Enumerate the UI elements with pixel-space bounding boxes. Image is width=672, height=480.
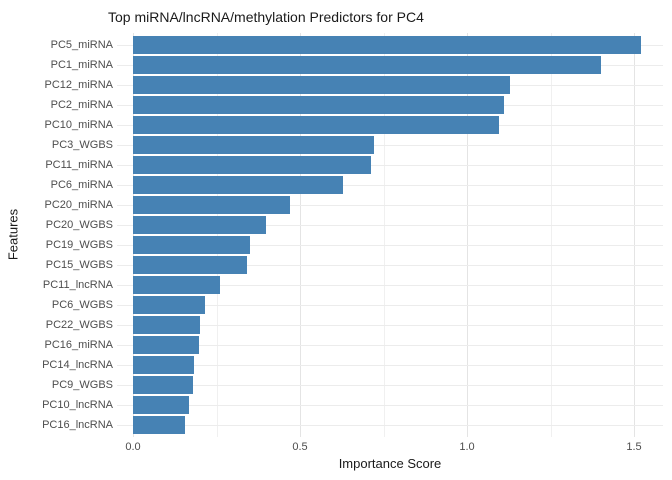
bar [133, 276, 220, 294]
bar [133, 96, 504, 114]
y-tick-label: PC16_lncRNA [42, 419, 113, 431]
gridline-y-major [117, 325, 663, 326]
gridline-y-major [117, 225, 663, 226]
bar [133, 336, 200, 354]
gridline-y-major [117, 285, 663, 286]
y-tick-label: PC6_WGBS [51, 299, 113, 311]
y-tick-label: PC10_lncRNA [42, 399, 113, 411]
y-tick-label: PC12_miRNA [44, 79, 113, 91]
bar [133, 156, 371, 174]
gridline-y-major [117, 405, 663, 406]
plot-panel [117, 33, 663, 437]
gridline-x-minor [383, 33, 385, 437]
bar [133, 36, 641, 54]
gridline-y-major [117, 165, 663, 166]
gridline-y-major [117, 245, 663, 246]
bar [133, 116, 499, 134]
chart-title: Top miRNA/lncRNA/methylation Predictors … [108, 9, 424, 25]
y-tick-label: PC9_WGBS [51, 379, 113, 391]
y-tick-label: PC22_WGBS [45, 319, 113, 331]
y-tick-label: PC11_miRNA [45, 159, 113, 171]
y-tick-label: PC10_miRNA [44, 119, 113, 131]
y-tick-label: PC15_WGBS [45, 259, 113, 271]
y-tick-label: PC14_lncRNA [42, 359, 113, 371]
y-tick-label: PC1_miRNA [50, 59, 113, 71]
gridline-y-major [117, 425, 663, 426]
gridline-x-minor [550, 33, 552, 437]
bar [133, 56, 601, 74]
y-tick-label: PC5_miRNA [50, 39, 113, 51]
bar [133, 176, 343, 194]
bar [133, 376, 194, 394]
gridline-y-major [117, 185, 663, 186]
x-tick-label: 1.5 [626, 441, 642, 453]
bar [133, 136, 375, 154]
bar [133, 256, 248, 274]
x-tick-label: 0.5 [292, 441, 308, 453]
bar [133, 196, 290, 214]
gridline-x-minor [216, 33, 218, 437]
bar [133, 216, 266, 234]
y-tick-label: PC20_miRNA [44, 199, 113, 211]
gridline-x-major [300, 33, 301, 437]
gridline-y-major [117, 305, 663, 306]
x-tick-label: 0.0 [125, 441, 141, 453]
bar [133, 356, 195, 374]
y-tick-label: PC16_miRNA [44, 339, 113, 351]
bar [133, 396, 190, 414]
y-tick-label: PC11_lncRNA [42, 279, 113, 291]
y-tick-label: PC3_WGBS [51, 139, 113, 151]
gridline-x-major [133, 33, 134, 437]
bar [133, 316, 201, 334]
bar [133, 76, 511, 94]
gridline-y-major [117, 145, 663, 146]
gridline-y-major [117, 205, 663, 206]
gridline-x-major [467, 33, 468, 437]
gridline-y-major [117, 345, 663, 346]
y-tick-label: PC2_miRNA [50, 99, 113, 111]
gridline-y-major [117, 265, 663, 266]
bar [133, 416, 186, 434]
gridline-y-major [117, 365, 663, 366]
y-tick-label: PC20_WGBS [45, 219, 113, 231]
x-tick-label: 1.0 [459, 441, 475, 453]
bar [133, 236, 250, 254]
bar [133, 296, 205, 314]
x-axis-title: Importance Score [338, 456, 442, 471]
gridline-y-major [117, 385, 663, 386]
y-tick-label: PC19_WGBS [45, 239, 113, 251]
gridline-x-major [634, 33, 635, 437]
y-tick-label: PC6_miRNA [50, 179, 113, 191]
